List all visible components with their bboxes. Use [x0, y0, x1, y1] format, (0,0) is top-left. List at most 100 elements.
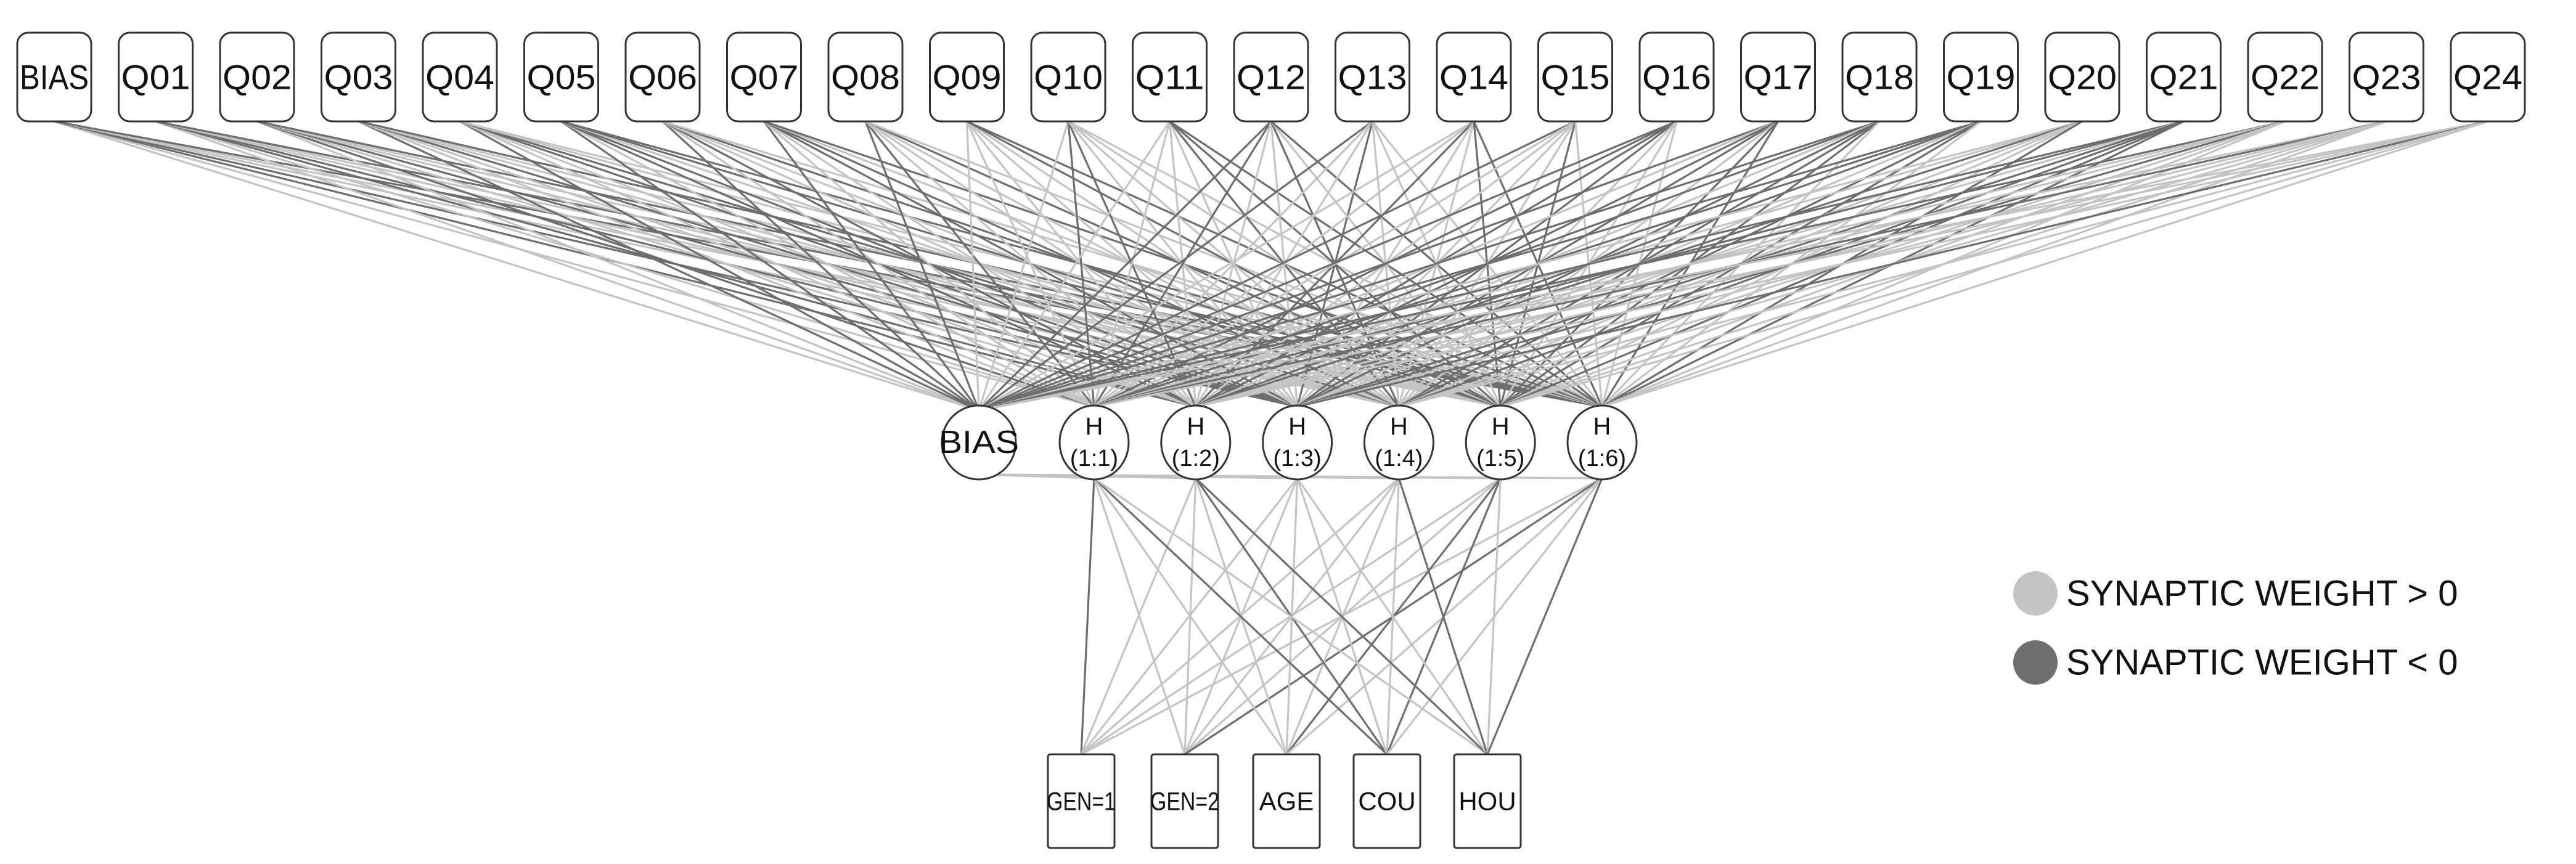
connection-q07-h1	[763, 120, 1095, 408]
output-node-box	[16, 31, 92, 123]
output-node-q12: Q12	[1233, 31, 1309, 123]
hidden-node-index: (1:2)	[1172, 446, 1220, 471]
connection-q08-h1	[864, 120, 1095, 408]
output-node-box	[1436, 31, 1512, 123]
output-node-box	[1943, 31, 2019, 123]
output-node-label: Q23	[2352, 58, 2421, 97]
output-node-q01: Q01	[118, 31, 194, 123]
hidden-node-letter: H	[1593, 413, 1611, 440]
output-node-label: Q01	[121, 58, 190, 97]
output-node-bias: BIAS	[16, 31, 92, 123]
connection-q16-hidden-bias	[978, 120, 1677, 412]
hidden-node-1: H (1:1)	[1058, 404, 1130, 481]
connection-q02-hidden-bias	[256, 120, 979, 412]
connection-bias-h1	[54, 120, 1095, 408]
output-node-box	[1638, 31, 1715, 123]
connection-q21-hidden-bias	[978, 120, 2184, 412]
connection-q03-hidden-bias	[358, 120, 979, 412]
output-node-q18: Q18	[1841, 31, 1918, 123]
output-node-box	[219, 31, 295, 123]
input-node-box	[1453, 753, 1522, 849]
hidden-node-index: (1:5)	[1476, 446, 1524, 471]
connection-q24-hidden-bias	[978, 120, 2488, 412]
output-node-box	[1030, 31, 1106, 123]
output-node-q14: Q14	[1436, 31, 1512, 123]
output-node-q11: Q11	[1132, 31, 1208, 123]
connection-q15-hidden-bias	[978, 120, 1576, 412]
input-node-label: HOU	[1458, 787, 1516, 816]
connection-q03-h1	[358, 120, 1095, 408]
hidden-node-circle	[1058, 404, 1130, 481]
input-node-box	[1150, 753, 1219, 849]
output-node-box	[929, 31, 1005, 123]
connection-input-5-h5	[1486, 478, 1502, 755]
output-node-label: Q22	[2251, 58, 2320, 97]
connection-q24-h5	[1500, 120, 2488, 408]
connection-q05-hidden-bias	[560, 120, 979, 412]
hidden-node-index: (1:1)	[1070, 446, 1118, 471]
output-node-label: Q12	[1237, 58, 1306, 97]
output-node-q17: Q17	[1740, 31, 1816, 123]
output-node-q05: Q05	[523, 31, 599, 123]
output-node-box	[1841, 31, 1918, 123]
output-node-box	[118, 31, 194, 123]
connection-input-5-h1	[1094, 477, 1488, 756]
input-node-box	[1047, 753, 1116, 849]
output-node-q20: Q20	[2044, 31, 2120, 123]
output-node-q03: Q03	[321, 31, 396, 123]
output-node-q23: Q23	[2349, 31, 2424, 123]
hidden-node-2: H (1:2)	[1160, 404, 1232, 481]
output-node-box	[523, 31, 599, 123]
output-node-label: Q11	[1135, 58, 1204, 97]
output-node-box	[422, 31, 498, 123]
connection-q10-hidden-bias	[978, 121, 1069, 411]
synaptic-connections	[54, 120, 2488, 756]
hidden-layer: BIAS H (1:1) H (1:2) H (1:3) H (1:4) H (1:5) H (1:6)	[939, 404, 1638, 481]
connection-q01-hidden-bias	[155, 120, 979, 412]
connection-q22-hidden-bias	[978, 120, 2286, 412]
connection-q13-hidden-bias	[978, 120, 1373, 412]
connection-q24-h2	[1195, 120, 2488, 408]
hidden-node-5: H (1:5)	[1465, 404, 1536, 481]
legend-positive-swatch	[2013, 571, 2058, 616]
connection-q23-hidden-bias	[978, 120, 2387, 412]
connection-q12-hidden-bias	[978, 120, 1272, 412]
connection-q09-hidden-bias	[965, 121, 980, 411]
output-node-label: Q19	[1947, 58, 2016, 97]
output-node-q07: Q07	[726, 31, 802, 123]
connection-q06-h1	[662, 120, 1095, 408]
input-node-age: AGE	[1252, 753, 1321, 849]
hidden-node-4: H (1:4)	[1363, 404, 1434, 481]
hidden-node-circle	[1262, 404, 1333, 481]
output-node-label: Q18	[1845, 58, 1914, 97]
connection-q09-h1	[966, 121, 1095, 407]
connection-q10-h1	[1067, 121, 1095, 407]
connection-input-4-h1	[1093, 477, 1388, 756]
connection-q06-hidden-bias	[661, 120, 980, 412]
input-node-label: COU	[1358, 787, 1415, 816]
hidden-node-letter: H	[1492, 413, 1510, 440]
hidden-bias-node: BIAS	[939, 404, 1019, 481]
output-node-box	[1740, 31, 1816, 123]
output-node-label: Q10	[1034, 58, 1103, 97]
connection-q04-h1	[459, 120, 1095, 408]
input-node-gen-1: GEN=1	[1047, 753, 1116, 849]
input-node-label: AGE	[1259, 787, 1314, 816]
hidden-bias-circle	[941, 404, 1017, 481]
connection-q11-hidden-bias	[978, 121, 1171, 411]
connection-q01-h1	[155, 120, 1095, 408]
output-node-box	[1132, 31, 1208, 123]
hidden-node-index: (1:6)	[1578, 446, 1626, 471]
output-node-box	[2450, 31, 2526, 123]
connection-q04-hidden-bias	[459, 120, 979, 412]
legend-negative-label: SYNAPTIC WEIGHT < 0	[2066, 643, 2458, 683]
connection-q07-hidden-bias	[763, 121, 980, 411]
output-node-box	[726, 31, 802, 123]
output-node-label: Q06	[628, 58, 697, 97]
output-node-q24: Q24	[2450, 31, 2526, 123]
output-node-q09: Q09	[929, 31, 1005, 123]
hidden-node-index: (1:3)	[1274, 446, 1322, 471]
output-node-box	[827, 31, 904, 123]
connection-input-5-h4	[1397, 478, 1489, 755]
